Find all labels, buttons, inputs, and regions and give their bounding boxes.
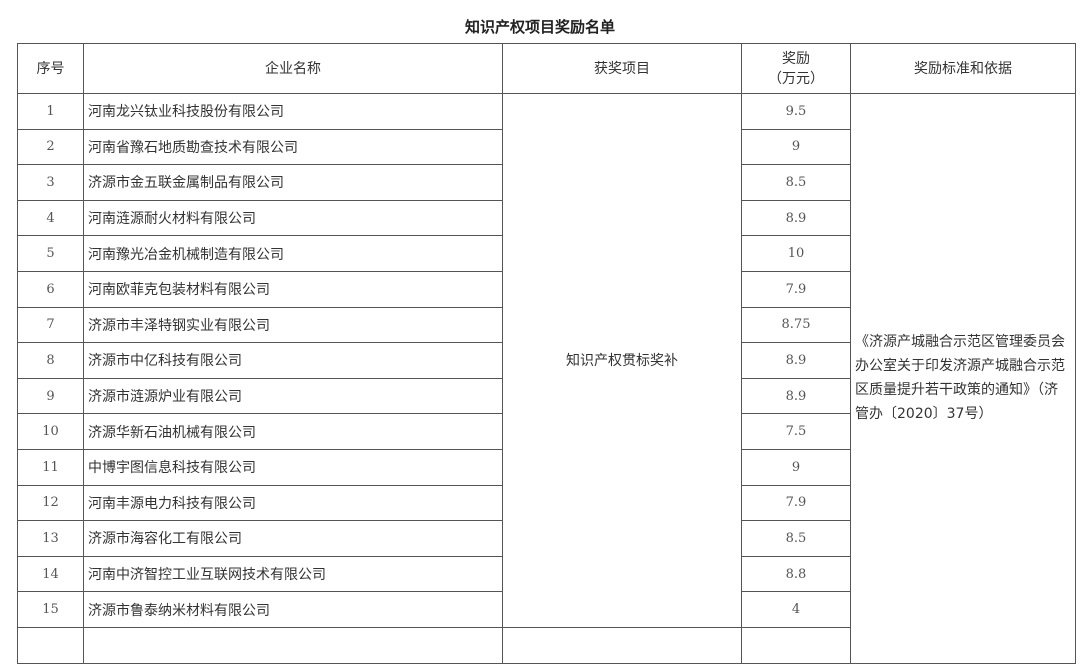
table-row: 15 济源市鲁泰纳米材料有限公司 4: [17, 591, 1076, 628]
empty-cell: [83, 626, 503, 664]
row-reward: 8.9: [741, 199, 851, 237]
header-project: 获奖项目: [502, 43, 742, 94]
row-index: 2: [17, 128, 84, 166]
row-reward: 7.9: [741, 484, 851, 522]
row-index: 14: [17, 555, 84, 593]
table-row: 9 济源市涟源炉业有限公司 8.9: [17, 377, 1076, 415]
header-company: 企业名称: [83, 43, 503, 94]
row-reward: 7.5: [741, 413, 851, 450]
award-project: 知识产权贯标奖补: [502, 93, 742, 628]
row-company: 济源市中亿科技有限公司: [83, 342, 503, 379]
row-reward: 8.8: [741, 555, 851, 593]
row-reward: 8.75: [741, 306, 851, 344]
award-basis: 《济源产城融合示范区管理委员会办公室关于印发济源产城融合示范区质量提升若干政策的…: [850, 93, 1076, 664]
row-company: 河南省豫石地质勘查技术有限公司: [83, 128, 503, 166]
row-reward: 10: [741, 235, 851, 272]
row-index: 8: [17, 342, 84, 379]
table-row: 6 河南欧菲克包装材料有限公司 7.9: [17, 270, 1076, 308]
row-company: 济源市丰泽特钢实业有限公司: [83, 306, 503, 344]
row-reward: 9.5: [741, 93, 851, 130]
row-company: 河南涟源耐火材料有限公司: [83, 199, 503, 237]
row-index: 6: [17, 270, 84, 308]
header-reward: 奖励 （万元）: [741, 43, 851, 94]
header-basis: 奖励标准和依据: [850, 43, 1076, 94]
row-reward: 4: [741, 591, 851, 628]
row-reward: 8.9: [741, 377, 851, 415]
row-reward: 8.9: [741, 342, 851, 379]
table-header: 序号 企业名称 获奖项目 奖励 （万元） 奖励标准和依据: [17, 43, 1076, 94]
row-company: 济源华新石油机械有限公司: [83, 413, 503, 450]
empty-cell: [502, 626, 742, 664]
table-row: 12 河南丰源电力科技有限公司 7.9: [17, 484, 1076, 522]
row-company: 河南丰源电力科技有限公司: [83, 484, 503, 522]
row-index: 10: [17, 413, 84, 450]
row-index: 9: [17, 377, 84, 415]
header-reward-line2: （万元）: [768, 70, 824, 87]
row-company: 济源市金五联金属制品有限公司: [83, 164, 503, 201]
row-index: 11: [17, 448, 84, 486]
row-company: 中博宇图信息科技有限公司: [83, 448, 503, 486]
row-index: 7: [17, 306, 84, 344]
row-company: 河南中济智控工业互联网技术有限公司: [83, 555, 503, 593]
row-index: 4: [17, 199, 84, 237]
row-reward: 8.5: [741, 520, 851, 557]
table-row: 3 济源市金五联金属制品有限公司 8.5: [17, 164, 1076, 201]
table-row: 8 济源市中亿科技有限公司 8.9: [17, 342, 1076, 379]
table-row: 11 中博宇图信息科技有限公司 9: [17, 448, 1076, 486]
row-company: 济源市海容化工有限公司: [83, 520, 503, 557]
table-row: 4 河南涟源耐火材料有限公司 8.9: [17, 199, 1076, 237]
row-company: 河南豫光冶金机械制造有限公司: [83, 235, 503, 272]
row-index: 5: [17, 235, 84, 272]
row-company: 河南欧菲克包装材料有限公司: [83, 270, 503, 308]
row-reward: 8.5: [741, 164, 851, 201]
award-table: 序号 企业名称 获奖项目 奖励 （万元） 奖励标准和依据 1 河南龙兴钛业科技股份…: [17, 43, 1076, 664]
row-index: 3: [17, 164, 84, 201]
table-row: 10 济源华新石油机械有限公司 7.5: [17, 413, 1076, 450]
empty-cell: [741, 626, 851, 664]
header-index: 序号: [17, 43, 84, 94]
table-row: 1 河南龙兴钛业科技股份有限公司 知识产权贯标奖补 9.5 《济源产城融合示范区管理委…: [17, 93, 1076, 664]
empty-cell: [17, 626, 84, 664]
header-reward-line1: 奖励: [782, 50, 810, 67]
table-row: 14 河南中济智控工业互联网技术有限公司 8.8: [17, 555, 1076, 593]
page-title: 知识产权项目奖励名单: [464, 18, 615, 36]
row-index: 13: [17, 520, 84, 557]
row-reward: 7.9: [741, 270, 851, 308]
row-index: 12: [17, 484, 84, 522]
row-company: 河南龙兴钛业科技股份有限公司: [83, 93, 503, 130]
row-reward: 9: [741, 448, 851, 486]
row-index: 15: [17, 591, 84, 628]
row-reward: 9: [741, 128, 851, 166]
row-index: 1: [17, 93, 84, 130]
row-company: 济源市鲁泰纳米材料有限公司: [83, 591, 503, 628]
row-company: 济源市涟源炉业有限公司: [83, 377, 503, 415]
